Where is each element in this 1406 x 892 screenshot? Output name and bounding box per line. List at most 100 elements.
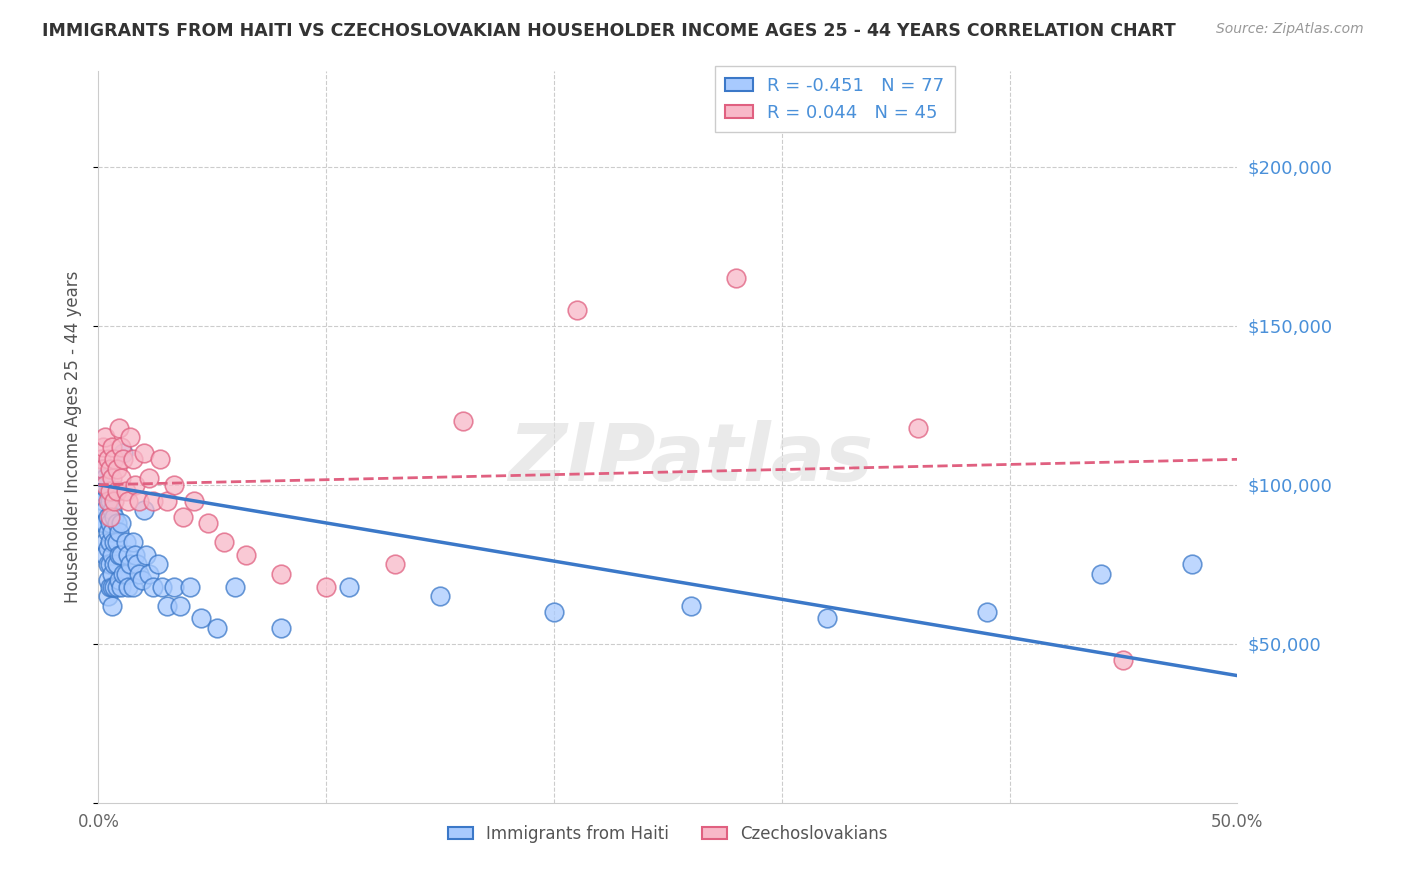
Point [132,446,155,460]
Point [725,271,748,285]
Point [101,471,124,485]
Point [108,548,131,562]
Point [179,580,201,594]
Point [815,611,838,625]
Point [451,414,474,428]
Point [105,516,128,530]
Point [114,484,136,499]
Point [976,605,998,619]
Point [162,477,184,491]
Point [429,589,451,603]
Point [121,452,143,467]
Point [103,493,125,508]
Point [105,484,128,499]
Point [150,580,173,594]
Point [212,535,235,549]
Text: ZIPatlas: ZIPatlas [508,420,873,498]
Point [679,599,702,613]
Point [94,535,117,549]
Point [162,580,184,594]
Point [90,484,112,499]
Point [103,452,125,467]
Point [105,462,128,476]
Point [96,525,118,540]
Point [1112,653,1135,667]
Point [120,558,142,572]
Text: IMMIGRANTS FROM HAITI VS CZECHOSLOVAKIAN HOUSEHOLDER INCOME AGES 25 - 44 YEARS C: IMMIGRANTS FROM HAITI VS CZECHOSLOVAKIAN… [42,22,1175,40]
Point [117,580,139,594]
Point [112,446,135,460]
Point [1181,558,1204,572]
Point [169,599,191,613]
Point [101,580,124,594]
Point [101,503,124,517]
Point [156,493,179,508]
Point [114,535,136,549]
Point [101,525,124,540]
Point [121,580,143,594]
Point [101,599,124,613]
Point [94,430,117,444]
Point [98,493,121,508]
Point [98,580,121,594]
Point [337,580,360,594]
Point [114,566,136,581]
Point [103,580,125,594]
Point [96,541,118,556]
Point [172,509,194,524]
Point [98,558,121,572]
Point [235,548,257,562]
Point [103,535,125,549]
Point [205,621,228,635]
Point [270,566,292,581]
Point [91,440,114,454]
Point [146,558,169,572]
Point [315,580,337,594]
Point [110,548,132,562]
Legend: Immigrants from Haiti, Czechoslovakians: Immigrants from Haiti, Czechoslovakians [441,818,894,849]
Point [124,477,146,491]
Point [112,566,135,581]
Point [96,558,118,572]
Point [270,621,292,635]
Point [108,525,131,540]
Point [112,452,135,467]
Point [96,452,118,467]
Point [91,516,114,530]
Point [98,516,121,530]
Point [101,440,124,454]
Point [1090,566,1112,581]
Point [131,573,153,587]
Point [91,462,114,476]
Point [135,548,157,562]
Point [565,302,588,317]
Point [91,477,114,491]
Point [132,503,155,517]
Point [98,535,121,549]
Point [110,471,132,485]
Point [98,462,121,476]
Point [149,452,172,467]
Point [121,535,143,549]
Point [543,605,565,619]
Point [94,471,117,485]
Point [105,558,128,572]
Point [127,558,149,572]
Point [98,484,121,499]
Point [907,420,929,434]
Point [142,580,165,594]
Point [110,440,132,454]
Point [90,452,112,467]
Point [224,580,246,594]
Point [90,462,112,476]
Point [120,430,142,444]
Point [96,493,118,508]
Point [124,548,146,562]
Point [108,420,131,434]
Point [101,566,124,581]
Point [183,493,205,508]
Point [96,484,118,499]
Point [103,558,125,572]
Point [96,589,118,603]
Point [105,580,128,594]
